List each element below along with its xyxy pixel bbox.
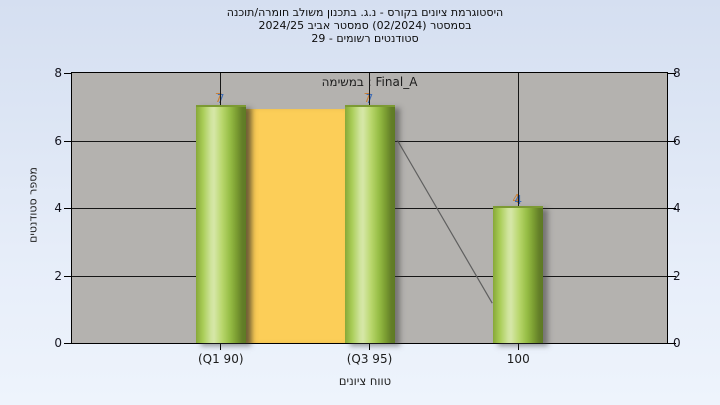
bar-(Q3 95): [344, 104, 395, 343]
series-label: במשימה : Final_A: [321, 75, 418, 89]
x-tick-1: [220, 343, 222, 350]
y-tick-right-2: [667, 275, 676, 277]
x-tick-label-2: (Q3 95): [346, 352, 393, 366]
y-tick-label-right-8: 8: [673, 66, 681, 80]
bar-100: [493, 206, 544, 343]
y-tick-label-right-4: 4: [673, 201, 681, 215]
y-tick-left-2: [64, 275, 72, 277]
plot-area: במשימה : Final_A 774: [71, 72, 668, 344]
y-tick-label-left-6: 6: [54, 133, 62, 148]
y-tick-right-6: [667, 140, 676, 142]
y-tick-label-left-0: 0: [54, 336, 62, 350]
y-tick-label-right-0: 0: [673, 336, 681, 350]
overlay-trend-line: [396, 140, 493, 304]
y-tick-label-right-6: 6: [673, 133, 681, 148]
y-tick-right-8: [667, 73, 676, 74]
y-tick-label-left-8: 8: [54, 66, 62, 80]
x-tick-label-3: 100: [506, 352, 530, 366]
y-tick-left-4: [64, 208, 72, 209]
y-tick-label-right-2: 2: [673, 268, 681, 283]
y-tick-label-left-4: 4: [54, 201, 62, 215]
chart-title: היסטוגרמת ציונים בקורס - נ.ג. בתכנון משו…: [0, 6, 720, 45]
y-tick-left-6: [64, 140, 72, 142]
x-tick-label-1: (Q1 90): [197, 352, 244, 366]
x-axis-title: טווח ציונים: [338, 374, 392, 388]
chart-title-line-3: סטודנטים רשומים - 29: [311, 32, 419, 45]
iqr-band: [245, 108, 345, 343]
y-tick-label-left-2: 2: [54, 268, 62, 283]
y-tick-right-0: [667, 343, 676, 344]
bar-(Q1 90): [195, 104, 246, 343]
y-tick-right-4: [667, 208, 676, 209]
chart-title-line-1: היסטוגרמת ציונים בקורס - נ.ג. בתכנון משו…: [226, 6, 504, 19]
y-tick-left-0: [64, 343, 72, 344]
x-tick-2: [369, 343, 370, 350]
x-tick-3: [517, 343, 519, 350]
chart-title-line-2: בסמסטר (02/2024) סמסטר אביב 2024/25: [258, 19, 472, 32]
y-tick-left-8: [64, 73, 72, 74]
